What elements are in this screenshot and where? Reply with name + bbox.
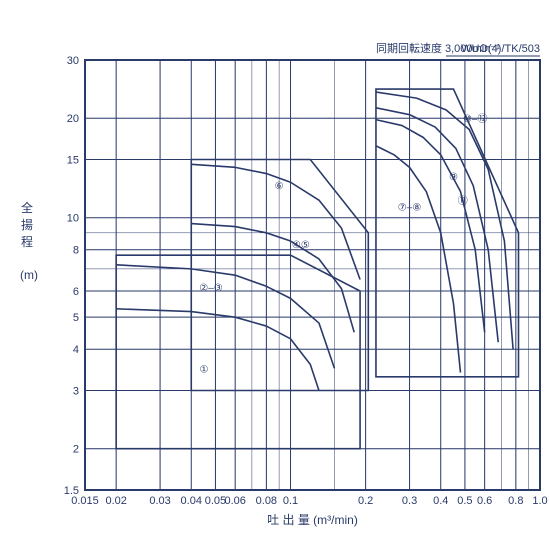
svg-text:20: 20 xyxy=(67,113,79,125)
svg-text:0.2: 0.2 xyxy=(358,495,373,507)
svg-text:WUO(4)/TK/503: WUO(4)/TK/503 xyxy=(461,43,540,55)
svg-text:⑥: ⑥ xyxy=(275,181,284,192)
svg-text:0.02: 0.02 xyxy=(105,495,126,507)
svg-text:0.1: 0.1 xyxy=(283,495,298,507)
svg-text:10: 10 xyxy=(67,213,79,225)
svg-text:0.4: 0.4 xyxy=(433,495,448,507)
svg-text:5: 5 xyxy=(73,312,79,324)
svg-text:2: 2 xyxy=(73,444,79,456)
svg-text:1.0: 1.0 xyxy=(532,495,547,507)
svg-text:4: 4 xyxy=(73,344,79,356)
svg-text:⑪: ⑪ xyxy=(458,195,468,207)
svg-text:⑦–⑧: ⑦–⑧ xyxy=(398,203,422,214)
svg-text:吐 出 量 (m³/min): 吐 出 量 (m³/min) xyxy=(267,513,358,527)
svg-text:3: 3 xyxy=(73,386,79,398)
svg-text:0.04: 0.04 xyxy=(181,495,202,507)
svg-text:0.03: 0.03 xyxy=(149,495,170,507)
svg-text:④⑤: ④⑤ xyxy=(292,240,310,251)
svg-text:0.8: 0.8 xyxy=(508,495,523,507)
svg-text:②–③: ②–③ xyxy=(199,283,223,294)
pump-curve-chart: 全 揚 程 (m) 0.0150.020.030.040.050.060.080… xyxy=(20,20,530,530)
svg-text:6: 6 xyxy=(73,286,79,298)
svg-text:⑩–⑫: ⑩–⑫ xyxy=(463,113,488,125)
svg-text:30: 30 xyxy=(67,55,79,67)
chart-svg: 0.0150.020.030.040.050.060.080.10.20.30.… xyxy=(20,20,550,540)
svg-text:0.06: 0.06 xyxy=(224,495,245,507)
svg-text:15: 15 xyxy=(67,154,79,166)
svg-text:①: ① xyxy=(200,365,209,376)
svg-text:0.3: 0.3 xyxy=(402,495,417,507)
svg-text:⑨: ⑨ xyxy=(449,172,458,183)
svg-text:0.6: 0.6 xyxy=(477,495,492,507)
svg-text:0.5: 0.5 xyxy=(457,495,472,507)
svg-text:1.5: 1.5 xyxy=(64,485,79,497)
svg-text:0.08: 0.08 xyxy=(256,495,277,507)
svg-text:0.05: 0.05 xyxy=(205,495,226,507)
svg-text:8: 8 xyxy=(73,245,79,257)
y-axis-title: 全 揚 程 (m) xyxy=(20,200,34,284)
